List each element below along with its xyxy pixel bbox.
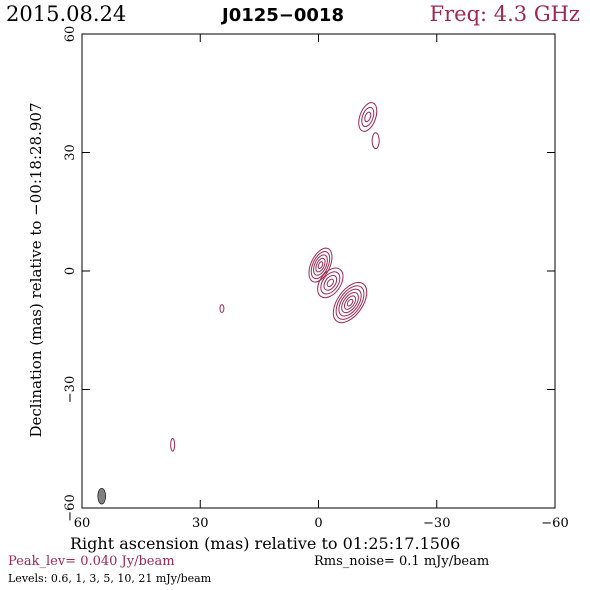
contour-layer: [170, 102, 380, 452]
y-axis-label: Declination (mas) relative to −00:18:28.…: [27, 102, 45, 437]
y-tick-label: −30: [63, 376, 78, 403]
x-tick-label: −60: [541, 516, 568, 531]
x-tick-label: 30: [192, 516, 209, 531]
x-tick-label: −30: [423, 516, 450, 531]
y-tick-label: 60: [63, 26, 78, 43]
contour-line: [343, 295, 357, 310]
y-tick-label: 0: [63, 267, 78, 275]
plot-frame: [81, 33, 556, 509]
contour-levels: Levels: 0.6, 1, 3, 5, 10, 21 mJy/beam: [8, 572, 212, 585]
contour-line: [361, 106, 375, 128]
contour-line: [346, 298, 354, 307]
y-tick-label: 30: [63, 144, 78, 161]
observation-date: 2015.08.24: [6, 2, 127, 26]
contour-line: [308, 247, 333, 283]
x-tick-label: 60: [74, 516, 91, 531]
beam-layer: [97, 487, 106, 505]
contour-line: [323, 274, 338, 291]
contour-line: [170, 437, 176, 452]
frequency-label: Freq: 4.3 GHz: [429, 2, 580, 26]
contour-line: [313, 254, 328, 276]
x-axis-label: Right ascension (mas) relative to 01:25:…: [70, 534, 461, 553]
rms-noise: Rms_noise= 0.1 mJy/beam: [314, 554, 490, 569]
contour-line: [320, 271, 341, 295]
x-tick-label: 0: [314, 516, 322, 531]
contour-line: [310, 251, 331, 280]
contour-line: [326, 278, 334, 288]
contour-line: [335, 285, 365, 320]
contour-line: [358, 102, 378, 132]
contour-line: [341, 292, 359, 314]
peak-level: Peak_lev= 0.040 Jy/beam: [8, 554, 175, 569]
source-name: J0125−0018: [222, 5, 344, 26]
beam-ellipse: [97, 487, 106, 505]
contour-line: [364, 111, 372, 123]
axis-ticks: 60 30 0 −30 −60 −60 −30 0 30 60: [63, 26, 569, 531]
contour-line: [315, 257, 326, 273]
contour-line: [332, 281, 368, 324]
contour-line: [317, 261, 324, 269]
contour-line: [338, 288, 362, 317]
contour-line: [219, 304, 225, 313]
contour-line: [371, 132, 380, 150]
y-tick-label: −60: [63, 494, 78, 521]
contour-line: [317, 267, 344, 299]
